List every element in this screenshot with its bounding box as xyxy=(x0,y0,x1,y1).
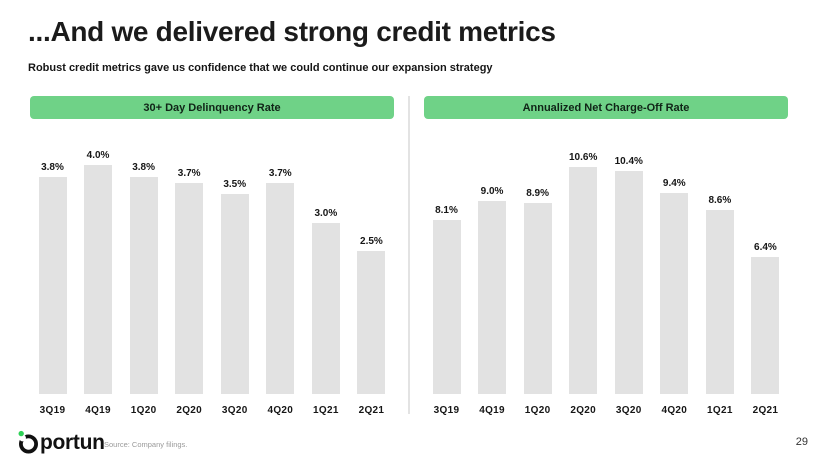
bar xyxy=(751,257,780,394)
x-tick-label: 4Q20 xyxy=(661,405,688,416)
bar-value-label: 6.4% xyxy=(754,242,777,253)
bar-column: 9.4% 4Q20 xyxy=(652,138,697,418)
bar-value-label: 10.6% xyxy=(569,152,598,163)
x-tick-label: 3Q19 xyxy=(433,405,460,416)
bar-column: 3.0% 1Q21 xyxy=(303,138,348,418)
bar xyxy=(38,177,67,394)
x-tick-label: 1Q21 xyxy=(313,405,339,416)
x-tick-label: 3Q20 xyxy=(615,405,642,416)
charge-off-plot-area: 8.1% 3Q19 9.0% 4Q19 8.9% 1Q20 10.6% 2Q20 10.4% 3Q… xyxy=(424,138,788,418)
chart-header-delinquency: 30+ Day Delinquency Rate xyxy=(30,96,394,119)
bar-column: 8.6% 1Q21 xyxy=(697,138,742,418)
bar-value-label: 3.0% xyxy=(314,208,338,219)
bar-value-label: 10.4% xyxy=(614,156,643,167)
x-tick-label: 2Q21 xyxy=(752,405,779,416)
delinquency-plot-area: 3.8% 3Q19 4.0% 4Q19 3.8% 1Q20 3.7% 2Q20 3.5% 3Q20… xyxy=(30,138,394,418)
bar xyxy=(311,223,340,394)
subtitle: Robust credit metrics gave us confidence… xyxy=(28,62,493,74)
source-note: Source: Company filings. xyxy=(104,440,188,449)
bar-value-label: 8.6% xyxy=(708,195,732,206)
chart-charge-off-rate: Annualized Net Charge-Off Rate 8.1% 3Q19 9… xyxy=(424,96,788,418)
bar-value-label: 2.5% xyxy=(360,236,383,247)
bar-value-label: 8.9% xyxy=(526,188,550,199)
bar xyxy=(569,167,598,394)
x-tick-label: 1Q20 xyxy=(130,405,157,416)
bar-value-label: 3.7% xyxy=(268,168,292,179)
bar xyxy=(266,183,295,394)
page-title: ...And we delivered strong credit metric… xyxy=(28,16,561,48)
x-tick-label: 3Q19 xyxy=(39,405,66,416)
vertical-divider xyxy=(408,96,410,414)
bar-column: 8.9% 1Q20 xyxy=(515,138,560,418)
charts-row: 30+ Day Delinquency Rate 3.8% 3Q19 4.0% 4Q1… xyxy=(30,96,788,418)
bar-column: 3.5% 3Q20 xyxy=(212,138,257,418)
bar-column: 3.7% 2Q20 xyxy=(167,138,212,418)
bar xyxy=(478,201,507,394)
bar xyxy=(523,203,552,394)
x-tick-label: 4Q19 xyxy=(479,405,505,416)
bar xyxy=(357,251,386,394)
logo-o-gap xyxy=(19,434,26,442)
bar-value-label: 9.4% xyxy=(662,178,686,189)
bar xyxy=(175,183,204,394)
bar-value-label: 3.8% xyxy=(41,162,64,173)
bar-column: 6.4% 2Q21 xyxy=(743,138,788,418)
bar-value-label: 3.8% xyxy=(132,162,156,173)
x-tick-label: 4Q20 xyxy=(267,405,294,416)
bar-column: 3.7% 4Q20 xyxy=(258,138,303,418)
chart-delinquency-rate: 30+ Day Delinquency Rate 3.8% 3Q19 4.0% 4Q1… xyxy=(30,96,394,418)
x-tick-label: 2Q21 xyxy=(358,405,385,416)
x-tick-label: 4Q19 xyxy=(85,405,111,416)
bar-column: 10.6% 2Q20 xyxy=(561,138,606,418)
logo-wordmark: portun xyxy=(40,431,105,454)
x-tick-label: 3Q20 xyxy=(221,405,248,416)
bar xyxy=(432,220,461,394)
logo-green-dot-icon xyxy=(18,430,24,437)
x-tick-label: 1Q21 xyxy=(707,405,733,416)
bar xyxy=(614,171,643,394)
bar-column: 10.4% 3Q20 xyxy=(606,138,651,418)
bar xyxy=(84,165,113,394)
x-tick-label: 1Q20 xyxy=(524,405,551,416)
bar xyxy=(660,193,689,394)
oportun-logo-o xyxy=(18,430,38,454)
x-tick-label: 2Q20 xyxy=(570,405,597,416)
title-prefix: ...And we delivered xyxy=(28,16,284,47)
bar-column: 4.0% 4Q19 xyxy=(76,138,121,418)
bar-value-label: 8.1% xyxy=(435,205,458,216)
chart-header-charge-off: Annualized Net Charge-Off Rate xyxy=(424,96,788,119)
title-highlight: strong credit metrics xyxy=(280,16,561,47)
bar-value-label: 3.5% xyxy=(223,179,247,190)
bar-column: 9.0% 4Q19 xyxy=(470,138,515,418)
bar-column: 3.8% 1Q20 xyxy=(121,138,166,418)
x-tick-label: 2Q20 xyxy=(176,405,203,416)
bar-column: 2.5% 2Q21 xyxy=(349,138,394,418)
bar xyxy=(705,210,734,394)
bar-value-label: 4.0% xyxy=(86,150,110,161)
bar xyxy=(129,177,158,394)
bar-column: 3.8% 3Q19 xyxy=(30,138,75,418)
bar-value-label: 9.0% xyxy=(480,186,504,197)
oportun-logo: portun xyxy=(16,429,105,455)
page-number: 29 xyxy=(795,436,808,448)
bar xyxy=(220,194,249,394)
bar-value-label: 3.7% xyxy=(177,168,201,179)
bar-column: 8.1% 3Q19 xyxy=(424,138,469,418)
